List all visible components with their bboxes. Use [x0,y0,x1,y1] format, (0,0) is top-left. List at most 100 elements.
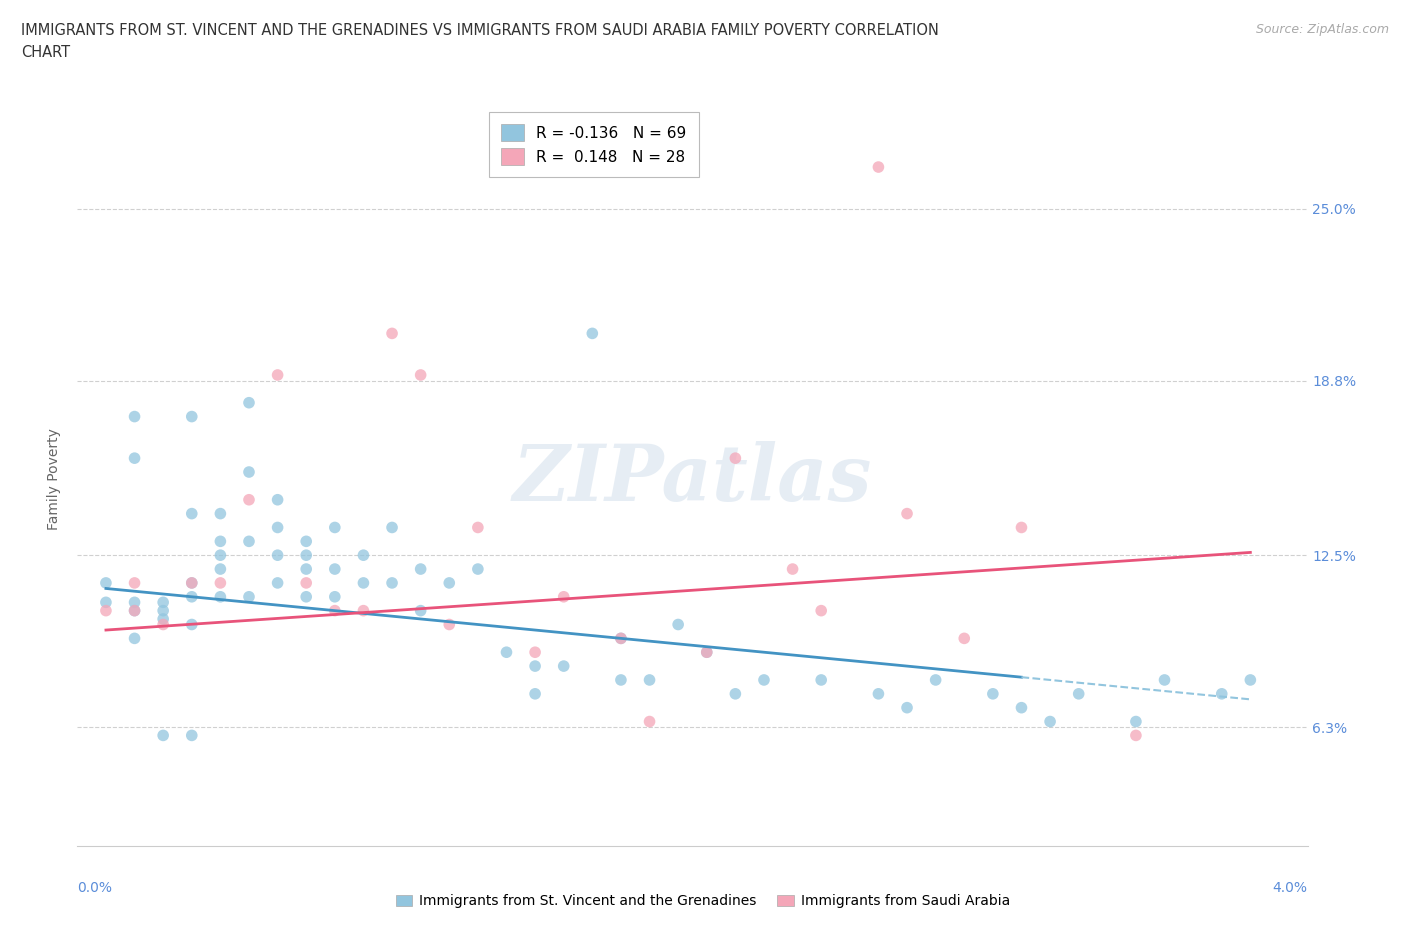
Point [1211,686,1233,701]
Point [323,604,346,618]
Point [238,534,260,549]
Point [581,326,603,340]
Point [152,604,174,618]
Point [238,395,260,410]
Point [124,604,146,618]
Point [323,520,346,535]
Point [180,576,202,591]
Point [724,451,747,466]
Point [209,506,232,521]
Point [295,562,318,577]
Point [638,672,661,687]
Point [696,644,718,659]
Point [352,576,374,591]
Point [810,604,832,618]
Point [295,534,318,549]
Point [124,451,146,466]
Text: 4.0%: 4.0% [1272,881,1308,896]
Point [180,506,202,521]
Point [124,604,146,618]
Point [266,367,288,382]
Point [152,595,174,610]
Point [495,644,517,659]
Point [266,520,288,535]
Point [868,160,890,175]
Point [868,686,890,701]
Point [180,728,202,743]
Point [638,714,661,729]
Point [1153,672,1175,687]
Legend: R = -0.136   N = 69, R =  0.148   N = 28: R = -0.136 N = 69, R = 0.148 N = 28 [489,112,699,178]
Point [409,604,432,618]
Point [610,631,633,645]
Point [524,658,547,673]
Point [180,590,202,604]
Point [209,534,232,549]
Point [409,367,432,382]
Point [724,686,747,701]
Point [381,520,404,535]
Point [524,644,547,659]
Point [1011,520,1033,535]
Text: Source: ZipAtlas.com: Source: ZipAtlas.com [1256,23,1389,36]
Point [124,409,146,424]
Point [553,658,575,673]
Point [295,590,318,604]
Point [180,576,202,591]
Point [553,590,575,604]
Point [94,595,117,610]
Point [266,576,288,591]
Point [124,631,146,645]
Point [152,612,174,627]
Point [266,548,288,563]
Point [152,618,174,632]
Point [238,465,260,480]
Point [295,576,318,591]
Point [610,672,633,687]
Point [752,672,775,687]
Point [381,326,404,340]
Point [896,700,918,715]
Point [1039,714,1062,729]
Point [209,548,232,563]
Point [953,631,976,645]
Point [1011,700,1033,715]
Text: ZIPatlas: ZIPatlas [513,441,872,517]
Legend: Immigrants from St. Vincent and the Grenadines, Immigrants from Saudi Arabia: Immigrants from St. Vincent and the Gren… [389,889,1017,914]
Point [152,728,174,743]
Point [1239,672,1261,687]
Point [524,686,547,701]
Point [666,618,689,632]
Point [180,618,202,632]
Point [94,604,117,618]
Point [810,672,832,687]
Point [782,562,804,577]
Point [381,576,404,591]
Point [209,562,232,577]
Y-axis label: Family Poverty: Family Poverty [48,428,62,530]
Text: 0.0%: 0.0% [77,881,112,896]
Point [352,548,374,563]
Point [981,686,1004,701]
Point [467,562,489,577]
Point [896,506,918,521]
Point [209,576,232,591]
Point [439,618,461,632]
Point [323,590,346,604]
Point [266,492,288,507]
Point [238,590,260,604]
Point [180,409,202,424]
Point [209,590,232,604]
Point [696,644,718,659]
Point [467,520,489,535]
Point [924,672,946,687]
Text: IMMIGRANTS FROM ST. VINCENT AND THE GRENADINES VS IMMIGRANTS FROM SAUDI ARABIA F: IMMIGRANTS FROM ST. VINCENT AND THE GREN… [21,23,939,60]
Point [323,562,346,577]
Point [610,631,633,645]
Point [352,604,374,618]
Point [94,576,117,591]
Point [295,548,318,563]
Point [124,576,146,591]
Point [124,595,146,610]
Point [1067,686,1090,701]
